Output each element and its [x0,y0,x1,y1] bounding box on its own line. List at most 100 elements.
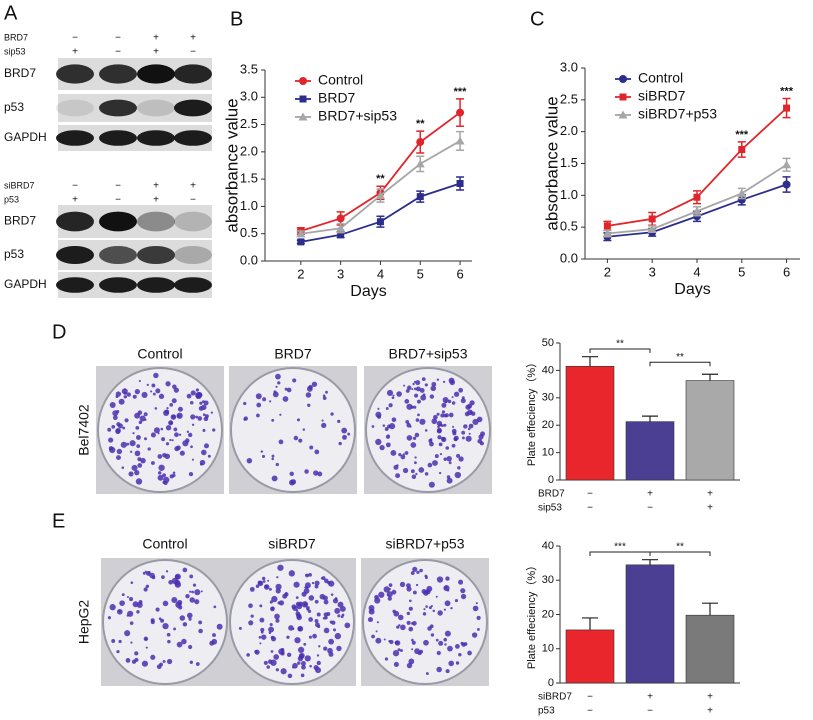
colony [286,387,292,393]
colony [216,623,223,630]
colony [434,454,439,459]
colony [139,415,146,422]
condition-sign: − [115,195,121,206]
colony [179,450,185,456]
colony [123,395,128,399]
blot-band [174,277,212,293]
y-tick-label: 3.0 [560,59,578,74]
legend-marker [299,77,307,85]
colony [371,634,375,639]
y-axis-title: Plate effeciency（%） [525,560,538,669]
colony [461,396,465,400]
colony [411,648,414,651]
colony [375,438,382,446]
colony [316,654,320,657]
colony [429,394,435,399]
colony [308,617,313,622]
colony [437,425,440,428]
colony [444,413,449,418]
colony [458,653,462,657]
colony [296,418,301,422]
colony [168,420,174,426]
colony [154,407,158,410]
colony [150,654,156,660]
colony [267,659,273,664]
colony [420,394,427,401]
colony [157,471,162,475]
colony [411,638,414,642]
marker [602,229,612,238]
colony [396,625,400,629]
colony [182,567,188,573]
colony [118,639,122,644]
colony [403,384,406,387]
colony [475,602,478,605]
colony [416,570,420,575]
marker [296,229,306,238]
blot-row-label: BRD7 [4,214,36,228]
condition-sign: − [115,181,121,192]
colony [347,432,351,436]
colony [108,446,114,451]
colony [311,381,318,387]
colony [307,609,312,614]
marker [693,193,701,201]
plate-row-label: HepG2 [76,600,92,645]
colony [145,584,150,589]
significance-label: *** [780,85,794,97]
y-tick-label: 20 [542,419,554,431]
colony [174,432,179,438]
colony [165,425,172,431]
colony [123,391,127,395]
colony [192,583,197,587]
colony [427,462,433,468]
blot-row-label: BRD7 [4,66,36,80]
colony [323,599,329,605]
condition-sign: − [115,33,121,44]
blot-band [56,64,94,84]
y-tick-label: 20 [542,608,554,620]
y-tick-label: 3.0 [240,89,258,104]
colony [280,668,287,675]
significance-label: ** [416,118,425,130]
colony [392,609,396,614]
colony [423,639,429,646]
colony [411,474,417,479]
blot-row-label: GAPDH [4,130,47,144]
colony [171,597,178,604]
colony [147,447,151,451]
colony [415,418,420,422]
colony [132,432,135,435]
condition-label: sip53 [538,503,562,514]
condition-sign: − [647,503,653,514]
colony [441,402,447,408]
colony [441,410,446,414]
colony [476,416,483,423]
x-tick-label: 2 [604,264,611,279]
colony [198,628,203,634]
colony [243,401,247,406]
plate-dish [365,367,491,493]
colony [153,372,159,379]
colony [144,570,147,573]
colony [161,437,166,442]
colony [455,661,460,665]
colony [309,664,312,668]
colony [295,609,299,612]
colony [408,626,414,632]
colony [375,630,378,633]
colony [297,655,304,662]
colony [412,382,415,386]
colony [422,393,426,397]
condition-sign: + [190,33,196,44]
colony [112,415,118,421]
colony [182,622,188,627]
colony [440,413,445,418]
colony [116,448,123,455]
colony [297,625,304,632]
marker [376,218,384,226]
colony [162,659,166,663]
colony [138,420,143,425]
bar [565,629,615,684]
